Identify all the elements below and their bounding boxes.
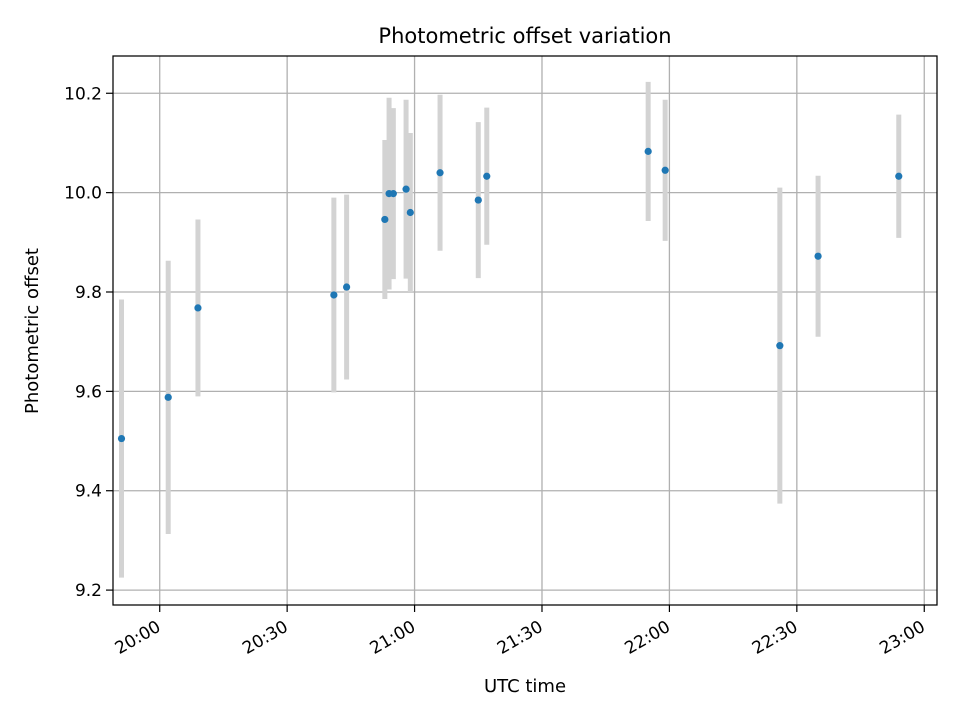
data-point — [895, 172, 903, 180]
data-point — [814, 252, 822, 260]
y-tick-label: 9.8 — [75, 283, 102, 303]
y-tick-label: 9.6 — [75, 382, 102, 402]
data-point — [436, 169, 444, 177]
x-axis-label: UTC time — [484, 676, 566, 697]
data-point — [402, 185, 410, 193]
data-point — [343, 283, 351, 291]
data-point — [474, 196, 482, 204]
data-point — [644, 147, 652, 155]
y-tick-label: 10.0 — [64, 184, 102, 204]
data-point — [389, 190, 397, 198]
y-axis-label: Photometric offset — [22, 248, 43, 414]
data-point — [776, 342, 784, 350]
data-point — [117, 434, 126, 443]
data-point — [483, 172, 491, 180]
chart-title: Photometric offset variation — [378, 24, 671, 48]
axes-frame — [112, 55, 938, 606]
data-point — [381, 215, 389, 224]
data-point — [406, 208, 414, 217]
data-point — [661, 166, 669, 174]
data-points — [117, 147, 903, 443]
data-point — [194, 304, 202, 312]
y-tick-label: 10.2 — [64, 84, 102, 104]
grid-lines — [113, 56, 937, 605]
plot-area — [113, 56, 937, 605]
y-tick-label: 9.2 — [75, 581, 102, 601]
y-tick-label: 9.4 — [75, 482, 102, 502]
data-point — [330, 291, 338, 299]
data-point — [164, 393, 172, 401]
y-axis-ticks: 9.2 9.4 9.6 9.8 10.0 10.2 — [64, 84, 113, 601]
